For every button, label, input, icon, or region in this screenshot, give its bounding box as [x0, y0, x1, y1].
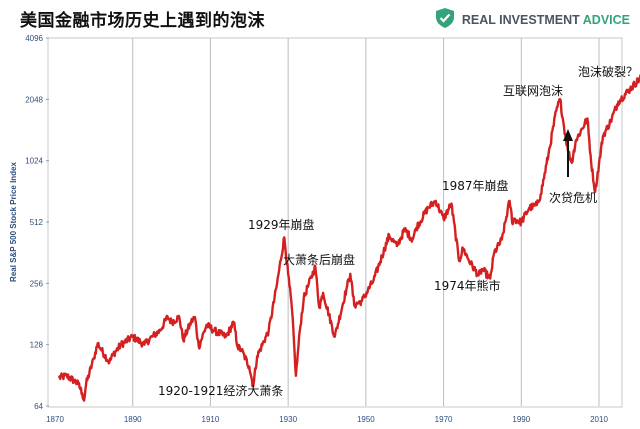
annotation-dotcom-bubble: 互联网泡沫 — [503, 84, 563, 98]
x-tick-label-2010: 2010 — [590, 415, 608, 424]
x-tick-label-1950: 1950 — [357, 415, 375, 424]
x-ticks: 1870 1890 1910 1930 1950 1970 1990 2010 — [46, 415, 608, 424]
brand-name: REAL INVESTMENT ADVICE — [462, 13, 630, 27]
annotation-1974-bear-market: 1974年熊市 — [434, 278, 501, 293]
y-tick-label-64: 64 — [34, 402, 43, 411]
brand-name-accent: ADVICE — [582, 13, 630, 27]
x-tick-label-1910: 1910 — [202, 415, 220, 424]
y-axis-label: Real S&P 500 Stock Price Index — [9, 161, 18, 281]
y-tick-label-1024: 1024 — [25, 157, 43, 166]
annotation-1987-crash: 1987年崩盘 — [442, 178, 509, 193]
annotation-1920-depression: 1920-1921经济大萧条 — [158, 383, 283, 398]
series-line-real-sp500 — [57, 74, 640, 402]
y-tick-label-512: 512 — [30, 218, 44, 227]
y-tick-label-2048: 2048 — [25, 95, 43, 104]
annotation-next-bubble: 泡沫破裂？ — [578, 64, 638, 79]
brand-name-main: REAL INVESTMENT — [461, 13, 580, 27]
brand-logo: REAL INVESTMENT ADVICE — [434, 7, 630, 33]
page-title: 美国金融市场历史上遇到的泡沫 — [20, 11, 265, 31]
annotation-1929-crash: 1929年崩盘 — [248, 217, 315, 232]
annotation-subprime-crisis: 次贷危机 — [549, 191, 597, 205]
x-tick-label-1990: 1990 — [512, 415, 530, 424]
shield-check-icon — [434, 7, 456, 33]
x-tick-label-1930: 1930 — [279, 415, 297, 424]
x-tick-label-1890: 1890 — [124, 415, 142, 424]
y-tick-label-128: 128 — [30, 341, 44, 350]
subprime-arrow — [563, 129, 573, 177]
x-tick-label-1870: 1870 — [46, 415, 64, 424]
y-tick-label-256: 256 — [30, 279, 44, 288]
x-tick-label-1970: 1970 — [435, 415, 453, 424]
grid-lines — [132, 38, 600, 406]
annotation-post-depression-crash: 大萧条后崩盘 — [283, 252, 355, 267]
y-ticks: 64 128 256 512 1024 2048 4096 — [25, 34, 49, 411]
y-tick-label-4096: 4096 — [25, 34, 43, 43]
